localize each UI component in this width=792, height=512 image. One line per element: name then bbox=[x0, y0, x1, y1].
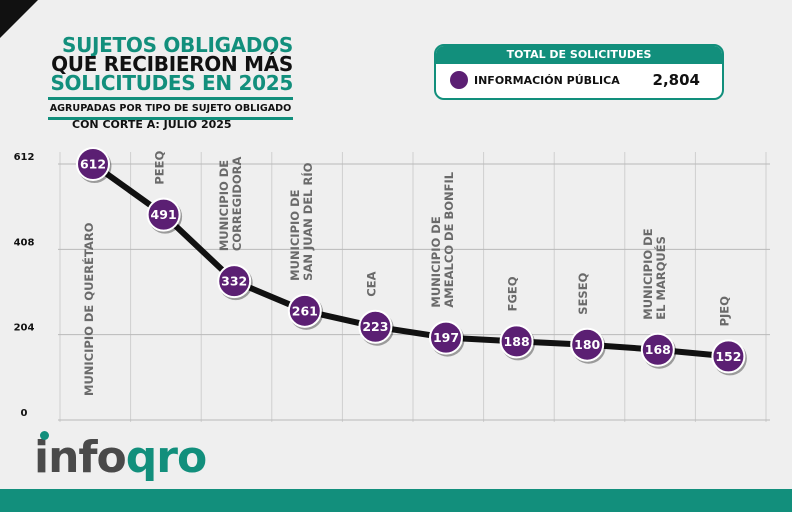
title-line-1: SUJETOS OBLIGADOS bbox=[62, 33, 293, 57]
category-label: FGEQ bbox=[506, 276, 520, 311]
data-point bbox=[287, 293, 322, 328]
data-label: 168 bbox=[645, 342, 671, 357]
category-label: EL MARQUÉS bbox=[653, 236, 668, 320]
total-header: TOTAL DE SOLICITUDES bbox=[436, 46, 722, 64]
total-row: INFORMACIÓN PÚBLICA 2,804 bbox=[436, 64, 722, 98]
y-tick-label: 612 bbox=[14, 152, 35, 163]
data-point bbox=[146, 197, 181, 232]
title-line-2: QUE RECIBIERON MÁS bbox=[51, 52, 293, 76]
y-tick-label: 0 bbox=[21, 408, 28, 419]
data-point bbox=[429, 320, 463, 355]
logo-dot bbox=[40, 431, 49, 440]
data-label: 180 bbox=[574, 337, 600, 352]
cutoff-date: CON CORTE A: JULIO 2025 bbox=[72, 118, 232, 131]
data-label: 188 bbox=[504, 334, 530, 349]
data-label: 612 bbox=[80, 157, 106, 172]
data-point bbox=[640, 332, 675, 367]
total-label: INFORMACIÓN PÚBLICA bbox=[474, 74, 620, 87]
data-label: 491 bbox=[151, 207, 177, 222]
data-point bbox=[76, 147, 110, 181]
subtitle-underline bbox=[48, 117, 293, 120]
series-line bbox=[90, 161, 732, 360]
data-point bbox=[358, 309, 393, 344]
data-label: 261 bbox=[292, 303, 318, 318]
category-label: CORREGIDORA bbox=[230, 156, 244, 251]
total-requests-box: TOTAL DE SOLICITUDES INFORMACIÓN PÚBLICA… bbox=[434, 44, 724, 100]
data-point bbox=[570, 327, 605, 362]
category-label: MUNICIPIO DE bbox=[641, 228, 655, 319]
y-tick-label: 408 bbox=[14, 237, 35, 248]
infoqro-logo: infoqro bbox=[32, 430, 212, 486]
title-subtitle: AGRUPADAS POR TIPO DE SUJETO OBLIGADO bbox=[48, 97, 293, 114]
legend-marker bbox=[450, 71, 468, 89]
data-label: 197 bbox=[433, 330, 459, 345]
data-point bbox=[711, 339, 746, 374]
category-label: MUNICIPIO DE bbox=[429, 216, 443, 307]
title-line-3: SOLICITUDES EN 2025 bbox=[50, 71, 293, 95]
title-block: SUJETOS OBLIGADOS QUE RECIBIERON MÁS SOL… bbox=[48, 33, 293, 120]
corner-decoration bbox=[0, 0, 38, 38]
category-label: MUNICIPIO DE bbox=[217, 160, 231, 251]
category-label: SESEQ bbox=[576, 272, 590, 314]
y-tick-label: 204 bbox=[14, 323, 35, 334]
footer-bar bbox=[0, 489, 792, 512]
total-value: 2,804 bbox=[652, 71, 700, 89]
logo-text: infoqro bbox=[34, 432, 207, 483]
category-label: MUNICIPIO DE QUERÉTARO bbox=[81, 222, 96, 396]
category-label: AMEALCO DE BONFIL bbox=[442, 171, 456, 307]
data-label: 152 bbox=[715, 349, 741, 364]
category-label: CEA bbox=[364, 271, 378, 296]
category-label: MUNICIPIO DE bbox=[288, 189, 302, 280]
category-label: PEEQ bbox=[153, 150, 167, 184]
category-label: SAN JUAN DEL RÍO bbox=[300, 162, 315, 280]
data-point bbox=[499, 324, 534, 359]
data-label: 223 bbox=[362, 319, 388, 334]
category-label: PJEQ bbox=[717, 296, 731, 327]
data-point bbox=[217, 264, 252, 299]
data-label: 332 bbox=[221, 274, 247, 289]
